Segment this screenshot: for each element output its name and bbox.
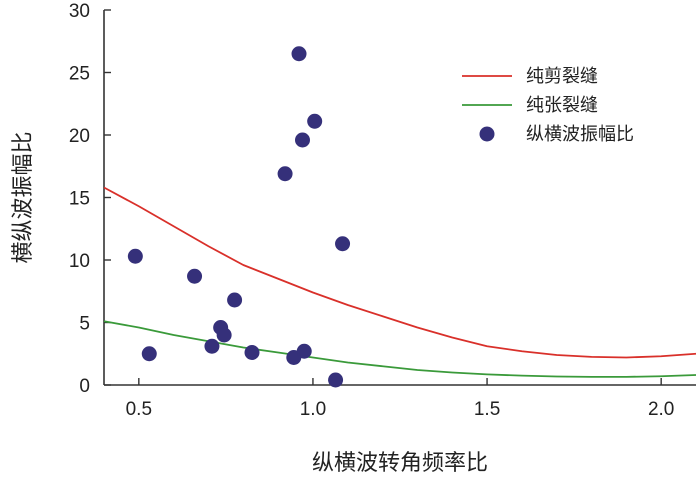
x-tick-label: 1.0 xyxy=(300,399,326,420)
y-axis-title: 横纵波振幅比 xyxy=(11,131,36,263)
series-line-0 xyxy=(103,186,697,359)
scatter-point xyxy=(277,166,293,182)
y-tick-label: 5 xyxy=(79,314,90,335)
legend-label: 纯张裂缝 xyxy=(526,95,598,116)
y-tick-label: 30 xyxy=(69,1,90,22)
y-tick-label: 10 xyxy=(69,251,90,272)
series-layer xyxy=(103,46,697,388)
scatter-point xyxy=(291,46,307,62)
scatter-point xyxy=(127,248,143,264)
x-tick-label: 2.0 xyxy=(648,399,674,420)
legend-swatch-dot xyxy=(479,126,495,142)
scatter-point xyxy=(227,292,243,308)
scatter-point xyxy=(216,327,232,343)
scatter-point xyxy=(335,236,351,252)
x-tick-label: 0.5 xyxy=(126,399,152,420)
y-tick-label: 20 xyxy=(69,126,90,147)
scatter-point xyxy=(296,343,312,359)
legend-label: 纯剪裂缝 xyxy=(526,66,598,87)
scatter-point xyxy=(187,268,203,284)
scatter-point xyxy=(328,372,344,388)
legend-label: 纵横波振幅比 xyxy=(526,124,634,145)
x-tick-label: 1.5 xyxy=(474,399,500,420)
scatter-point xyxy=(141,346,157,362)
scatter-point xyxy=(244,345,260,360)
scatter-point xyxy=(204,338,220,354)
y-tick-label: 0 xyxy=(79,376,90,397)
x-axis-title: 纵横波转角频率比 xyxy=(312,451,488,476)
scatter-point xyxy=(307,113,323,129)
axes: 0 5 10 15 20 25 30 0.5 1.0 1.5 2.0 xyxy=(69,1,696,420)
scatter-point xyxy=(294,132,310,148)
y-tick-label: 25 xyxy=(69,64,90,85)
series-line-1 xyxy=(103,320,697,378)
y-tick-label: 15 xyxy=(69,189,90,210)
